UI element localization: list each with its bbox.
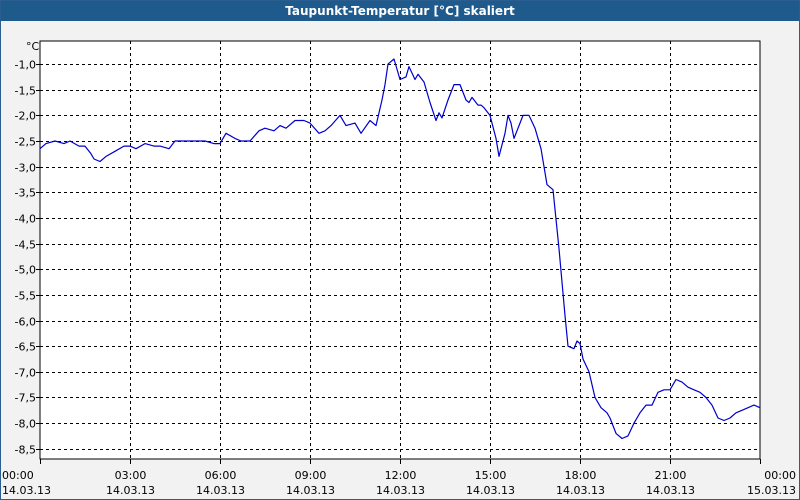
y-tick-label: -8,0 [15,418,36,431]
y-tick-label: -6,5 [15,341,36,354]
y-tick-labels: -1,0 -1,5 -2,0 -2,5 -3,0 -3,5 -4,0 -4,5 -5,0 -5,5… [15,59,36,457]
x-tick-date-label: 14.03.13 [286,484,335,497]
y-tick-label: -1,0 [15,59,36,72]
x-tick-time-label: 12:00 [385,469,417,482]
x-tick-time-label: 18:00 [565,469,597,482]
x-tick-time-label: 00:00 [2,469,34,482]
grid-lines [36,41,761,464]
y-tick-label: -5,5 [15,290,36,303]
x-tick-date-label: 14.03.13 [376,484,425,497]
y-tick-label: -5,0 [15,264,36,277]
x-tick-date-label: 14.03.13 [106,484,155,497]
x-tick-time-label: 15:00 [475,469,507,482]
y-axis-unit-label: °C [26,40,40,53]
y-tick-label: -6,0 [15,316,36,329]
y-tick-label: -2,5 [15,136,36,149]
x-tick-date-label: 14.03.13 [466,484,515,497]
y-tick-label: -3,0 [15,162,36,175]
x-tick-labels: 00:00 14.03.13 03:00 14.03.13 06:00 14.03.13 0… [2,469,796,497]
y-tick-label: -2,0 [15,110,36,123]
chart-title-bar: Taupunkt-Temperatur [°C] skaliert [1,1,799,21]
x-tick-date-label: 14.03.13 [2,484,51,497]
x-tick-time-label: 21:00 [655,469,687,482]
x-tick-time-label: 00:00 [764,469,796,482]
y-tick-label: -7,0 [15,367,36,380]
y-tick-label: -8,5 [15,444,36,457]
y-tick-label: -7,5 [15,392,36,405]
y-tick-label: -4,5 [15,239,36,252]
series-line-taupunkt [39,58,761,440]
y-tick-label: -3,5 [15,187,36,200]
x-tick-time-label: 06:00 [205,469,237,482]
x-tick-date-label: 14.03.13 [196,484,245,497]
x-tick-date-label: 14.03.13 [646,484,695,497]
y-tick-label: -1,5 [15,85,36,98]
x-tick-time-label: 03:00 [115,469,147,482]
x-tick-date-label: 14.03.13 [556,484,605,497]
x-tick-time-label: 09:00 [295,469,327,482]
series-layer [39,58,761,440]
y-tick-label: -4,0 [15,213,36,226]
x-tick-date-label: 15.03.13 [747,484,796,497]
